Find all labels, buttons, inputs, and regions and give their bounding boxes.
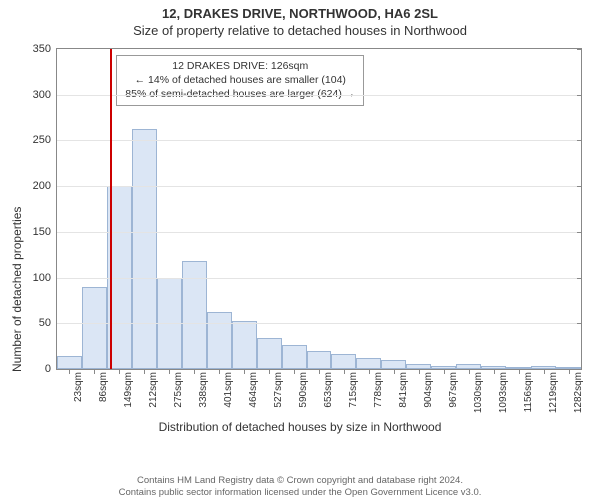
x-tick-mark xyxy=(444,369,445,374)
x-tick-label: 275sqm xyxy=(173,372,184,408)
x-tick-mark xyxy=(169,369,170,374)
y-tick-mark xyxy=(577,95,582,96)
y-tick-mark xyxy=(577,278,582,279)
x-tick-label: 401sqm xyxy=(223,372,234,408)
x-tick-label: 967sqm xyxy=(448,372,459,408)
x-tick-label: 1030sqm xyxy=(473,372,484,413)
x-tick-label: 715sqm xyxy=(348,372,359,408)
x-tick-label: 653sqm xyxy=(323,372,334,408)
y-tick-mark xyxy=(577,232,582,233)
gridline xyxy=(57,278,581,279)
x-tick-label: 23sqm xyxy=(73,372,84,402)
chart-area: Number of detached properties 12 DRAKES … xyxy=(0,42,600,442)
y-tick-label: 100 xyxy=(15,272,57,284)
title-address: 12, DRAKES DRIVE, NORTHWOOD, HA6 2SL xyxy=(0,0,600,21)
x-tick-label: 1219sqm xyxy=(548,372,559,413)
x-tick-label: 1156sqm xyxy=(523,372,534,412)
x-tick-label: 1093sqm xyxy=(498,372,509,413)
x-tick-mark xyxy=(569,369,570,374)
reference-annotation-box: 12 DRAKES DRIVE: 126sqm ← 14% of detache… xyxy=(116,55,364,106)
x-tick-mark xyxy=(419,369,420,374)
ref-line1: 12 DRAKES DRIVE: 126sqm xyxy=(125,59,355,73)
x-tick-label: 338sqm xyxy=(198,372,209,408)
x-tick-label: 590sqm xyxy=(298,372,309,408)
histogram-bar xyxy=(82,287,107,369)
title-subtitle: Size of property relative to detached ho… xyxy=(0,21,600,38)
x-tick-mark xyxy=(194,369,195,374)
histogram-bar xyxy=(307,351,332,369)
x-tick-mark xyxy=(319,369,320,374)
x-tick-mark xyxy=(94,369,95,374)
gridline xyxy=(57,323,581,324)
y-tick-label: 350 xyxy=(15,43,57,55)
y-tick-label: 250 xyxy=(15,134,57,146)
histogram-bar xyxy=(381,360,406,369)
gridline xyxy=(57,140,581,141)
gridline xyxy=(57,232,581,233)
y-tick-mark xyxy=(577,186,582,187)
histogram-bar xyxy=(132,129,157,369)
y-tick-label: 0 xyxy=(15,363,57,375)
x-tick-label: 464sqm xyxy=(248,372,259,408)
x-tick-mark xyxy=(544,369,545,374)
x-tick-mark xyxy=(394,369,395,374)
x-tick-mark xyxy=(469,369,470,374)
y-tick-mark xyxy=(577,369,582,370)
reference-line xyxy=(110,49,112,369)
x-tick-label: 778sqm xyxy=(373,372,384,408)
footnote-line2: Contains public sector information licen… xyxy=(0,487,600,499)
histogram-bar xyxy=(57,356,82,369)
ref-line2: ← 14% of detached houses are smaller (10… xyxy=(125,73,355,87)
histogram-bar xyxy=(257,338,282,369)
y-tick-label: 300 xyxy=(15,89,57,101)
x-tick-label: 527sqm xyxy=(273,372,284,408)
x-tick-mark xyxy=(344,369,345,374)
histogram-bar xyxy=(356,358,381,369)
y-tick-mark xyxy=(577,140,582,141)
histogram-bar xyxy=(331,354,356,369)
x-tick-mark xyxy=(494,369,495,374)
x-tick-mark xyxy=(269,369,270,374)
x-tick-label: 86sqm xyxy=(98,372,109,402)
y-tick-label: 150 xyxy=(15,226,57,238)
x-tick-label: 212sqm xyxy=(148,372,159,408)
x-tick-mark xyxy=(294,369,295,374)
y-tick-mark xyxy=(577,49,582,50)
footnote: Contains HM Land Registry data © Crown c… xyxy=(0,475,600,499)
x-tick-mark xyxy=(219,369,220,374)
x-axis-label: Distribution of detached houses by size … xyxy=(0,420,600,434)
x-tick-label: 904sqm xyxy=(423,372,434,408)
x-tick-mark xyxy=(119,369,120,374)
plot-area: 12 DRAKES DRIVE: 126sqm ← 14% of detache… xyxy=(56,48,582,370)
gridline xyxy=(57,186,581,187)
histogram-bar xyxy=(232,321,257,369)
histogram-bar xyxy=(207,312,232,369)
y-tick-mark xyxy=(577,323,582,324)
chart-container: 12, DRAKES DRIVE, NORTHWOOD, HA6 2SL Siz… xyxy=(0,0,600,500)
x-tick-mark xyxy=(69,369,70,374)
x-tick-label: 841sqm xyxy=(398,372,409,408)
x-tick-mark xyxy=(244,369,245,374)
y-tick-label: 50 xyxy=(15,317,57,329)
y-tick-label: 200 xyxy=(15,180,57,192)
x-tick-mark xyxy=(519,369,520,374)
x-tick-mark xyxy=(369,369,370,374)
x-tick-mark xyxy=(144,369,145,374)
histogram-bar xyxy=(282,345,307,369)
footnote-line1: Contains HM Land Registry data © Crown c… xyxy=(0,475,600,487)
gridline xyxy=(57,95,581,96)
x-tick-label: 1282sqm xyxy=(573,372,584,413)
x-tick-label: 149sqm xyxy=(123,372,134,408)
